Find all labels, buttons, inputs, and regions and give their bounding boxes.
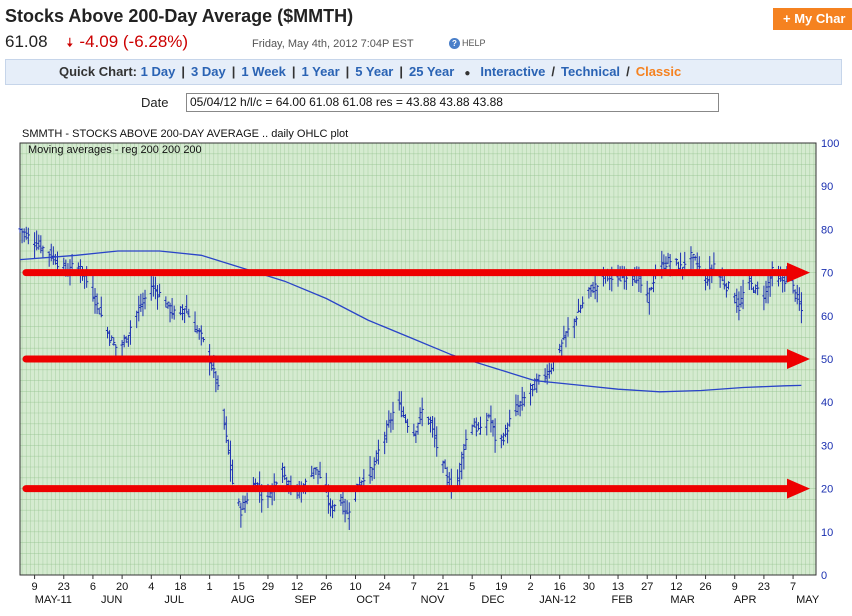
x-tick-label: 20 [116,581,128,593]
x-tick-label: 2 [527,581,533,593]
x-tick-label: 4 [148,581,154,593]
quick-chart-1-year[interactable]: 1 Year [301,64,340,79]
x-tick-label: 6 [90,581,96,593]
x-tick-label: 5 [469,581,475,593]
x-tick-label: 12 [670,581,682,593]
month-label: MAY [796,594,820,606]
quick-chart-bar: Quick Chart: 1 Day | 3 Day | 1 Week | 1 Year | 5… [5,59,842,85]
technical-link[interactable]: Technical [561,64,621,79]
x-tick-label: 15 [233,581,245,593]
y-tick-label: 100 [821,138,839,150]
month-label: NOV [421,594,446,606]
arrow-head-icon [787,349,810,369]
x-tick-label: 27 [641,581,653,593]
x-tick-label: 29 [262,581,274,593]
month-label: JUN [101,594,122,606]
arrow-head-icon [787,262,810,283]
x-tick-label: 13 [612,581,624,593]
x-tick-label: 16 [554,581,566,593]
timestamp: Friday, May 4th, 2012 7:04P EST [252,38,414,50]
quick-chart-1-week[interactable]: 1 Week [241,64,286,79]
quick-chart-1-day[interactable]: 1 Day [140,64,176,79]
moving-average-label: Moving averages - reg 200 200 200 [28,144,202,156]
month-label: APR [734,594,757,606]
x-tick-label: 12 [291,581,303,593]
month-label: JUL [164,594,184,606]
y-tick-label: 90 [821,181,833,193]
x-tick-label: 10 [349,581,361,593]
classic-link[interactable]: Classic [635,64,682,79]
y-tick-label: 80 [821,224,833,236]
x-tick-label: 9 [732,581,738,593]
quick-chart-5-year[interactable]: 5 Year [355,64,394,79]
y-tick-label: 50 [821,354,833,366]
help-label: HELP [462,38,486,48]
x-tick-label: 30 [583,581,595,593]
x-tick-label: 7 [790,581,796,593]
y-tick-label: 70 [821,268,833,280]
month-label: JAN-12 [539,594,576,606]
x-tick-label: 23 [758,581,770,593]
quick-chart-label: Quick Chart: [59,64,138,79]
month-label: DEC [481,594,504,606]
y-tick-label: 0 [821,570,827,582]
x-tick-label: 7 [411,581,417,593]
date-field[interactable]: 05/04/12 h/l/c = 64.00 61.08 61.08 res =… [186,93,719,112]
x-tick-label: 23 [58,581,70,593]
quote-line: 61.08 🠇 -4.09 (-6.28%) [5,32,188,56]
month-label: FEB [612,594,633,606]
quick-chart-3-day[interactable]: 3 Day [190,64,226,79]
y-tick-label: 10 [821,527,833,539]
y-tick-label: 60 [821,311,833,323]
month-label: MAY-11 [35,594,72,606]
y-tick-label: 30 [821,440,833,452]
x-tick-label: 21 [437,581,449,593]
my-chart-button[interactable]: + My Char [773,8,852,30]
help-icon: ? [449,38,460,49]
down-arrow-icon: 🠇 [66,35,74,50]
interactive-link[interactable]: Interactive [480,64,546,79]
chart-title: SMMTH - STOCKS ABOVE 200-DAY AVERAGE .. … [22,128,349,140]
quick-chart-25-year[interactable]: 25 Year [409,64,455,79]
x-tick-label: 19 [495,581,507,593]
moving-average-line [19,250,802,393]
x-tick-label: 24 [379,581,391,593]
date-label: Date [141,95,169,110]
bullet-icon: ● [464,68,471,79]
month-label: OCT [356,594,380,606]
month-label: AUG [231,594,255,606]
price-change: -4.09 (-6.28%) [79,32,189,51]
arrow-head-icon [787,478,810,499]
x-tick-label: 26 [320,581,332,593]
y-tick-label: 20 [821,484,833,496]
page-title: Stocks Above 200-Day Average ($MMTH) [5,6,354,26]
month-label: MAR [670,594,695,606]
plot-border [19,142,817,576]
x-tick-label: 18 [174,581,186,593]
last-price: 61.08 [5,32,48,51]
help-link[interactable]: ? HELP [449,38,486,49]
x-tick-label: 9 [32,581,38,593]
y-tick-label: 40 [821,397,833,409]
month-label: SEP [294,594,316,606]
x-tick-label: 26 [699,581,711,593]
x-tick-label: 1 [207,581,213,593]
